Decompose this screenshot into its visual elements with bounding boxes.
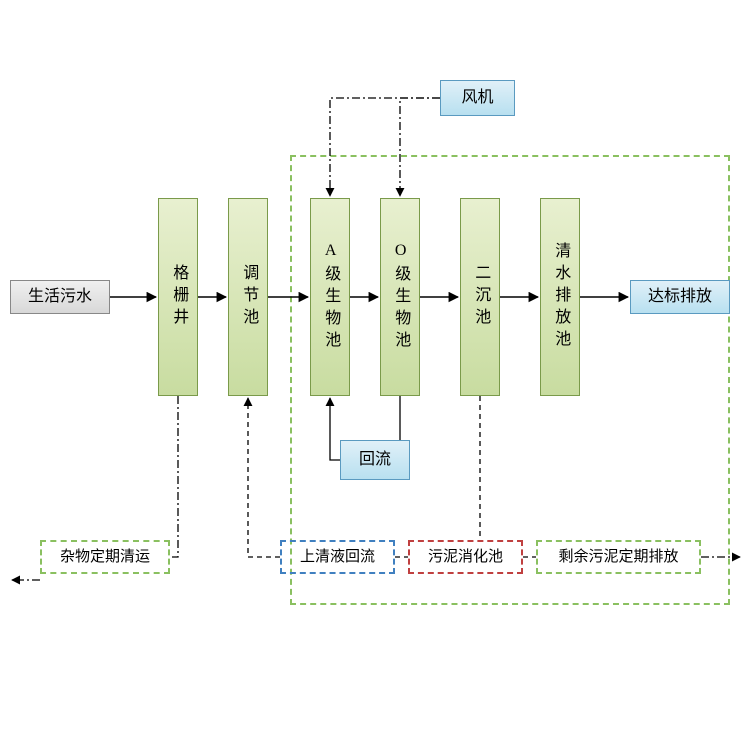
annot-supernatant: 上清液回流 (280, 540, 395, 574)
node-step5: 二沉池 (460, 198, 500, 396)
node-step2: 调节池 (228, 198, 268, 396)
annot-label: 污泥消化池 (428, 547, 503, 568)
annot-surplus: 剩余污泥定期排放 (536, 540, 701, 574)
annot-label: 上清液回流 (300, 547, 375, 568)
node-label: 风机 (461, 87, 493, 109)
node-label: 调节池 (237, 264, 259, 330)
process-boundary (290, 155, 730, 605)
node-label: 二沉池 (469, 264, 491, 330)
node-step4: O级生物池 (380, 198, 420, 396)
node-output: 达标排放 (630, 280, 730, 314)
node-label: 清水排放池 (549, 242, 571, 352)
node-label: A级生物池 (319, 242, 341, 353)
annot-label: 杂物定期清运 (60, 547, 150, 568)
node-label: 回流 (359, 449, 391, 471)
annot-digester: 污泥消化池 (408, 540, 523, 574)
node-recirc: 回流 (340, 440, 410, 480)
annot-waste: 杂物定期清运 (40, 540, 170, 574)
node-fan: 风机 (440, 80, 515, 116)
node-label: 格栅井 (167, 264, 189, 330)
node-step1: 格栅井 (158, 198, 198, 396)
node-step6: 清水排放池 (540, 198, 580, 396)
node-input: 生活污水 (10, 280, 110, 314)
node-label: 达标排放 (648, 286, 712, 308)
node-label: 生活污水 (28, 286, 92, 308)
node-step3: A级生物池 (310, 198, 350, 396)
node-label: O级生物池 (389, 242, 411, 353)
annot-label: 剩余污泥定期排放 (558, 547, 678, 568)
